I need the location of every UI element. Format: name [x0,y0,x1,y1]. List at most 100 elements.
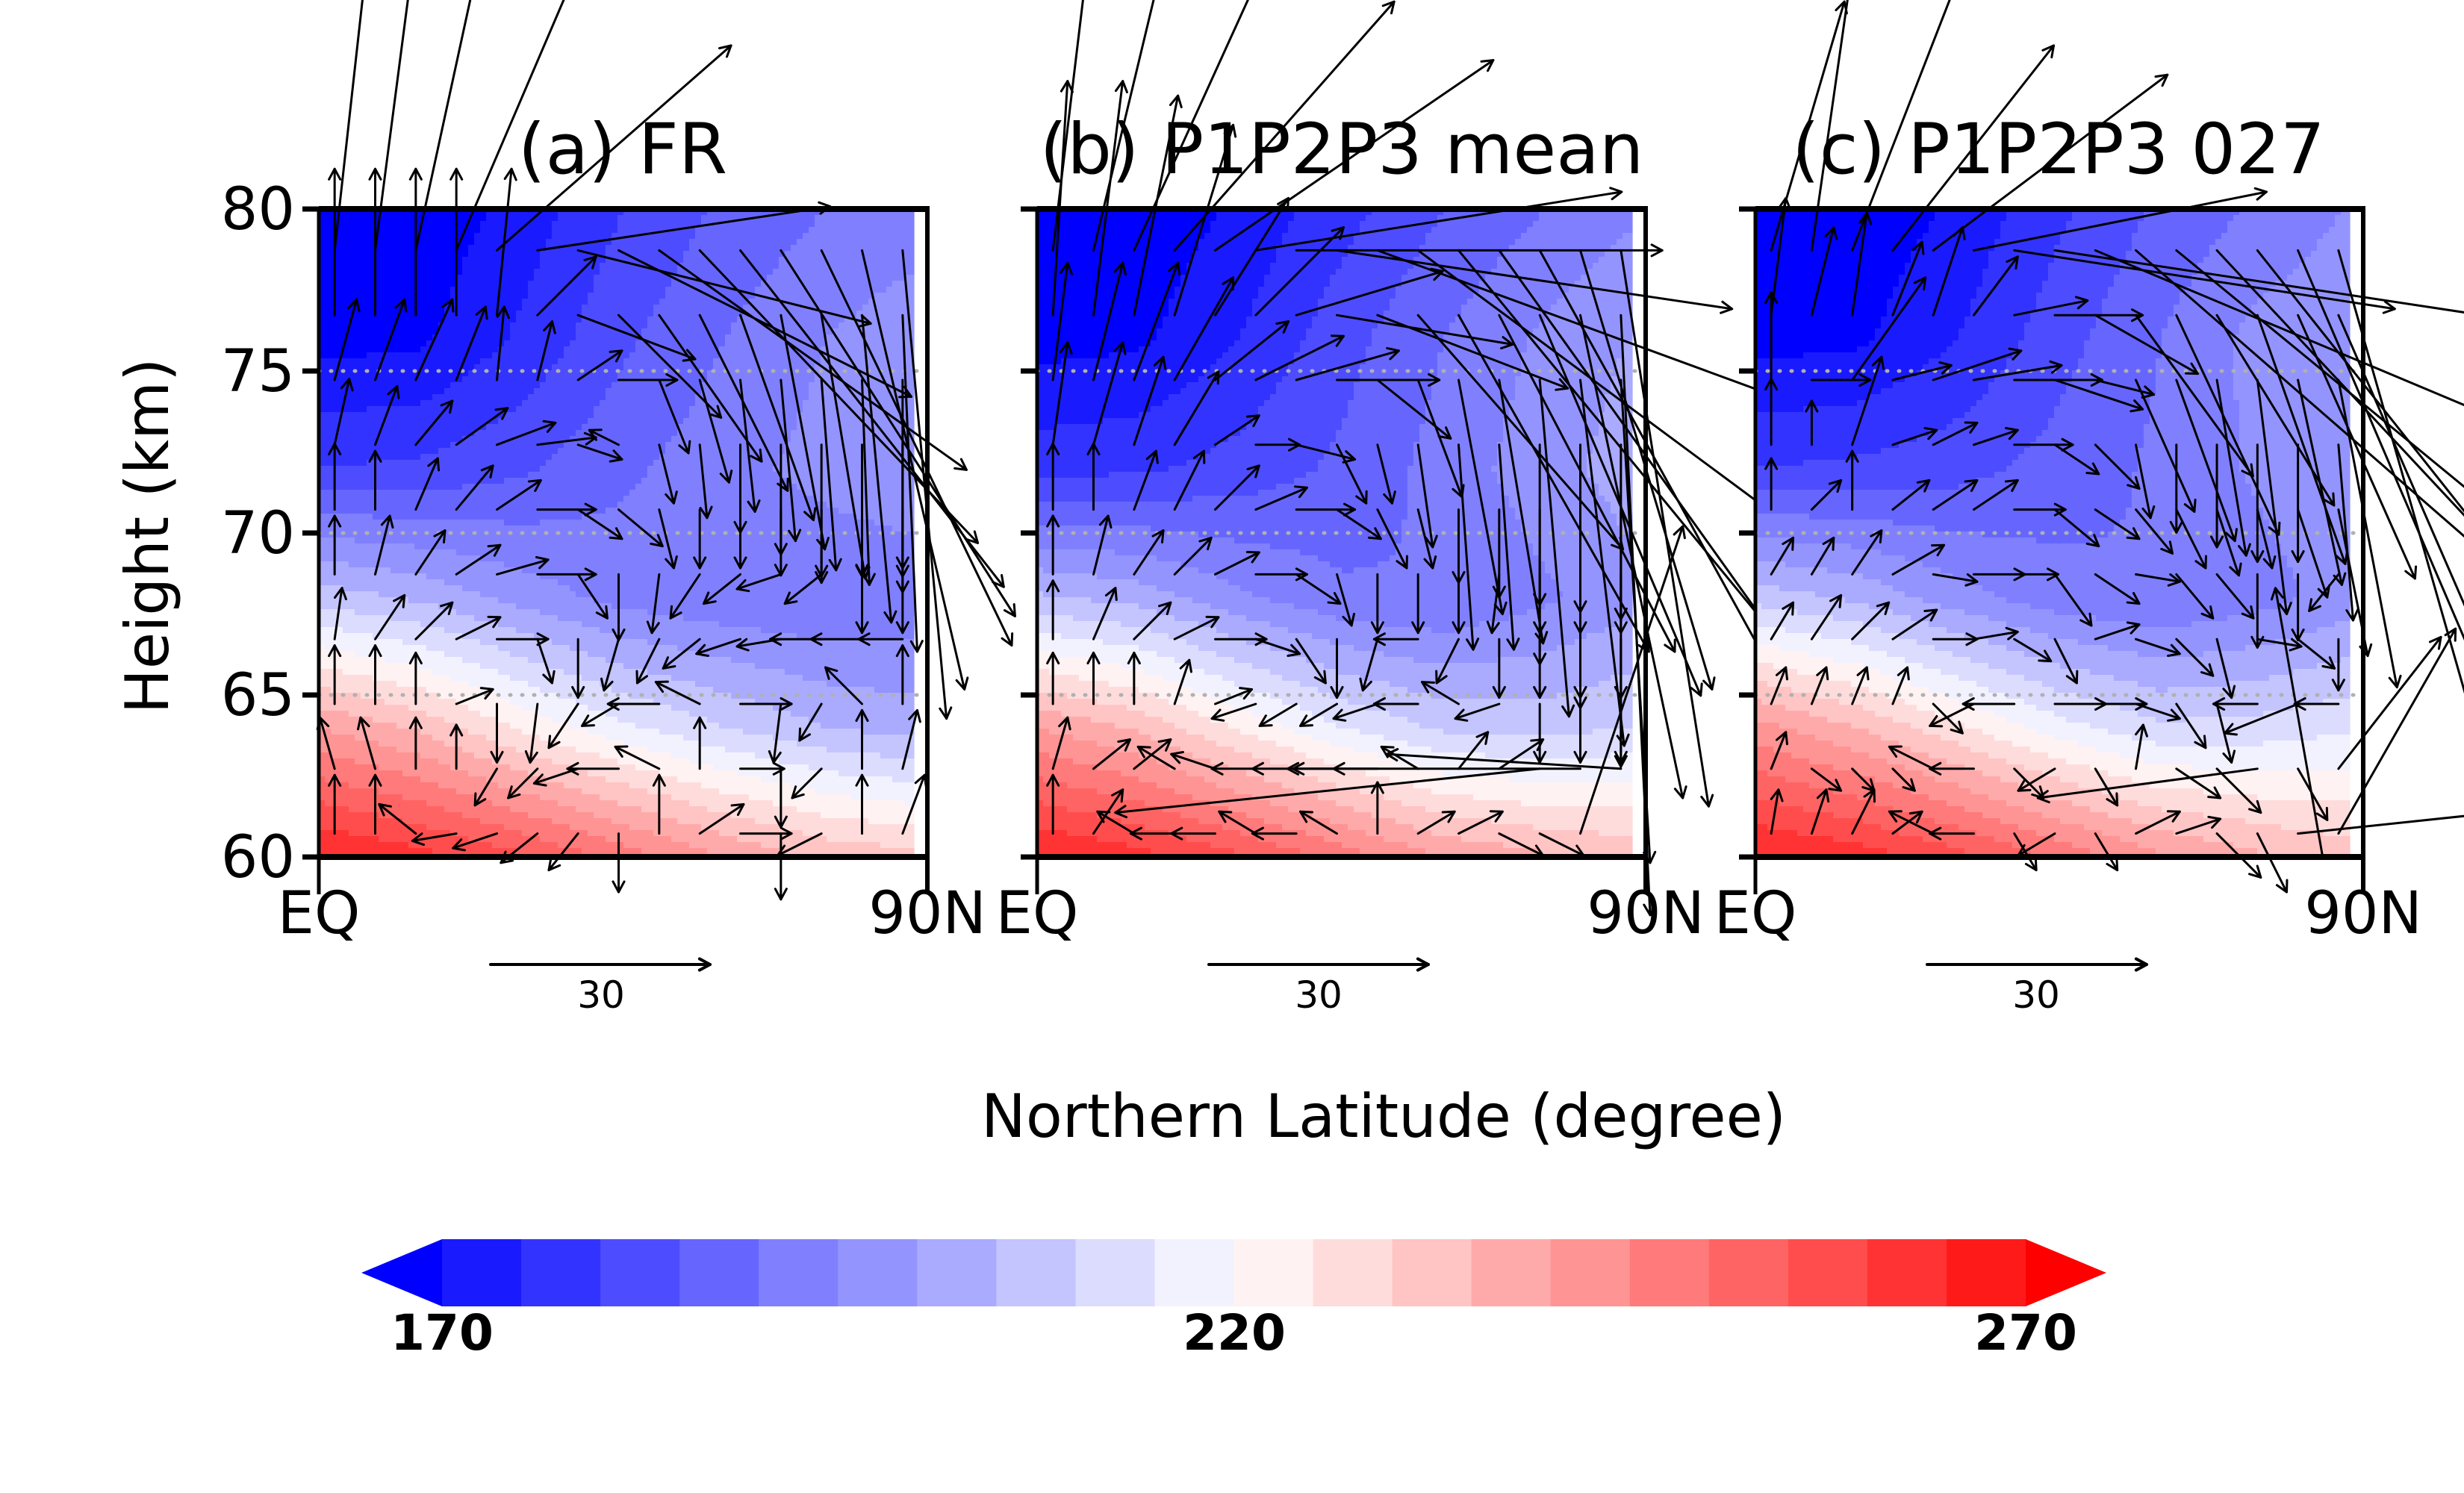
field-cell [438,293,445,299]
field-cell [683,490,690,496]
field-cell [492,251,499,258]
field-cell [677,502,684,508]
field-cell [671,436,678,443]
field-cell [414,275,421,281]
field-cell [731,388,738,395]
field-cell [528,340,535,347]
field-cell [504,502,511,508]
field-cell [558,406,564,413]
field-cell [486,424,493,431]
field-cell [635,299,642,305]
field-cell [594,502,600,508]
field-cell [414,478,421,484]
field-cell [647,358,654,365]
field-cell [629,322,636,329]
field-cell [456,376,463,383]
field-cell [379,382,385,389]
field-cell [731,496,738,502]
field-cell [343,454,349,461]
field-cell [839,275,845,281]
field-cell [546,448,553,455]
field-cell [653,412,660,419]
field-cell [791,239,797,246]
field-cell [647,412,654,419]
field-cell [588,322,594,329]
field-cell [827,436,833,443]
field-cell [570,334,576,341]
field-cell [349,239,355,246]
field-cell [420,346,427,353]
field-cell [510,322,517,329]
field-cell [844,215,851,222]
field-cell [570,251,576,258]
field-cell [420,328,427,335]
field-cell [719,340,726,347]
field-cell [361,287,367,293]
field-cell [719,233,726,240]
field-cell [444,406,451,413]
field-cell [713,424,720,431]
field-cell [844,370,851,377]
field-cell [647,275,654,281]
field-cell [779,424,785,431]
field-cell [534,430,541,437]
field-cell [868,442,875,449]
field-cell [456,263,463,269]
field-cell [408,305,415,311]
field-cell [349,484,355,490]
field-cell [355,257,361,264]
field-cell [528,496,535,502]
field-cell [868,430,875,437]
field-cell [534,317,541,323]
field-cell [510,317,517,323]
field-cell [761,358,768,365]
field-cell [438,299,445,305]
field-cell [355,233,361,240]
field-cell [516,496,523,502]
field-cell [510,430,517,437]
field-cell [683,418,690,425]
field-cell [534,358,541,365]
field-cell [426,257,433,264]
field-cell [558,215,564,222]
field-cell [910,484,915,490]
field-cell [379,448,385,455]
field-cell [791,448,797,455]
field-cell [683,424,690,431]
field-cell [815,406,821,413]
field-cell [474,328,481,335]
field-cell [773,317,780,323]
field-cell [910,448,915,455]
field-cell [671,251,678,258]
field-cell [815,400,821,407]
field-cell [367,340,373,347]
field-cell [391,263,397,269]
field-cell [462,346,469,353]
field-cell [767,263,774,269]
field-cell [594,496,600,502]
field-cell [522,424,529,431]
field-cell [868,490,875,496]
field-cell [791,251,797,258]
field-cell [552,269,559,275]
field-cell [522,484,529,490]
field-cell [761,472,768,479]
field-cell [767,400,774,407]
field-cell [588,263,594,269]
field-cell [564,257,570,264]
field-cell [349,412,355,419]
field-cell [677,370,684,377]
field-cell [426,406,433,413]
field-cell [331,406,337,413]
field-cell [612,209,618,216]
field-cell [600,400,606,407]
field-cell [886,352,893,359]
field-cell [767,496,774,502]
field-cell [880,394,887,401]
field-cell [731,340,738,347]
field-cell [868,221,875,228]
field-cell [856,346,863,353]
field-cell [426,215,433,222]
field-cell [755,412,762,419]
field-cell [379,472,385,479]
